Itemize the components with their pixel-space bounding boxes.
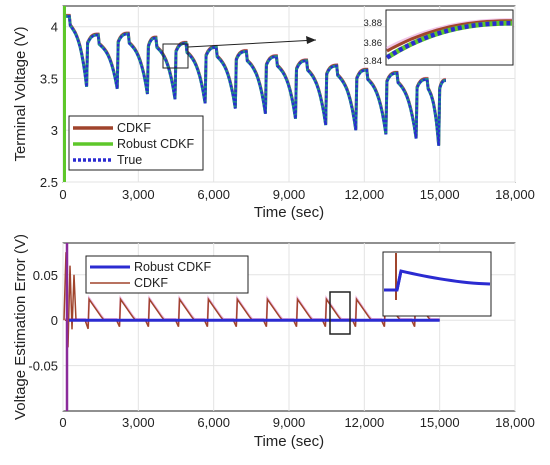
error-legend: Robust CDKF CDKF bbox=[85, 255, 249, 294]
x-tick-label: 3,000 bbox=[122, 187, 155, 202]
error-y-axis-label: Voltage Estimation Error (V) bbox=[12, 234, 29, 420]
error-chart: 0.05 0 -0.05 0 3,000 6,000 9,000 12,000 15,000 1… bbox=[12, 234, 535, 450]
legend-label-cdkf-error: CDKF bbox=[134, 276, 168, 290]
error-x-axis-label: Time (sec) bbox=[254, 433, 324, 450]
x-tick-label: 6,000 bbox=[197, 187, 230, 202]
x-tick-label: 15,000 bbox=[420, 415, 460, 430]
x-tick-label: 18,000 bbox=[495, 187, 535, 202]
x-tick-label: 0 bbox=[59, 415, 66, 430]
voltage-y-axis-label: Terminal Voltage (V) bbox=[12, 26, 29, 161]
series-line-true bbox=[63, 15, 447, 146]
voltage-inset-frame bbox=[385, 9, 514, 66]
inset-line-robust-cdkf-jump bbox=[395, 270, 403, 291]
x-tick-label: 12,000 bbox=[344, 415, 384, 430]
x-tick-label: 18,000 bbox=[495, 415, 535, 430]
voltage-legend: CDKF Robust CDKF True bbox=[68, 115, 204, 171]
voltage-zoom-arrowhead bbox=[306, 36, 316, 44]
voltage-inset: 3.88 3.86 3.84 bbox=[364, 9, 514, 67]
inset-tick-label: 3.88 bbox=[364, 18, 383, 29]
legend-label-robust-cdkf: Robust CDKF bbox=[117, 137, 194, 151]
inset-tick-label: 3.86 bbox=[364, 38, 383, 49]
error-legend-box bbox=[85, 255, 249, 294]
voltage-zoom-box bbox=[162, 43, 189, 69]
inset-line-true bbox=[385, 20, 513, 60]
voltage-x-axis-label: Time (sec) bbox=[254, 204, 324, 221]
error-y-ticks: 0.05 0 -0.05 bbox=[28, 268, 58, 374]
voltage-y-ticks: 2.5 3 3.5 4 bbox=[40, 20, 58, 190]
x-tick-label: 9,000 bbox=[273, 187, 306, 202]
x-tick-label: 6,000 bbox=[197, 415, 230, 430]
error-series-group bbox=[63, 243, 440, 411]
x-tick-label: 15,000 bbox=[420, 187, 460, 202]
y-tick-label: 3.5 bbox=[40, 71, 58, 86]
legend-label-robust-cdkf-error: Robust CDKF bbox=[134, 260, 211, 274]
inset-line-cdkf bbox=[386, 19, 512, 53]
voltage-chart: 2.5 3 3.5 4 0 3,000 6,000 9,000 12,000 15,000 18,… bbox=[12, 5, 535, 221]
y-tick-label: 2.5 bbox=[40, 175, 58, 190]
error-inset bbox=[382, 251, 492, 317]
y-tick-label: -0.05 bbox=[28, 359, 58, 374]
y-tick-label: 3 bbox=[51, 123, 58, 138]
voltage-zoom-arrow bbox=[187, 39, 317, 48]
voltage-series-group bbox=[63, 6, 447, 182]
error-zoom-box bbox=[329, 291, 351, 335]
error-inset-lines bbox=[384, 253, 491, 300]
inset-tick-label: 3.84 bbox=[364, 56, 383, 67]
y-tick-label: 0 bbox=[51, 313, 58, 328]
inset-line-robust-cdkf-error bbox=[384, 269, 491, 292]
error-x-ticks: 0 3,000 6,000 9,000 12,000 15,000 18,000 bbox=[59, 415, 535, 430]
voltage-inset-lines bbox=[385, 18, 513, 60]
x-tick-label: 0 bbox=[59, 187, 66, 202]
x-tick-label: 9,000 bbox=[273, 415, 306, 430]
voltage-x-ticks: 0 3,000 6,000 9,000 12,000 15,000 18,000 bbox=[59, 187, 535, 202]
y-tick-label: 4 bbox=[51, 20, 58, 35]
x-tick-label: 3,000 bbox=[122, 415, 155, 430]
y-tick-label: 0.05 bbox=[33, 268, 58, 283]
legend-label-true: True bbox=[117, 153, 142, 167]
x-tick-label: 12,000 bbox=[344, 187, 384, 202]
legend-label-cdkf: CDKF bbox=[117, 121, 151, 135]
